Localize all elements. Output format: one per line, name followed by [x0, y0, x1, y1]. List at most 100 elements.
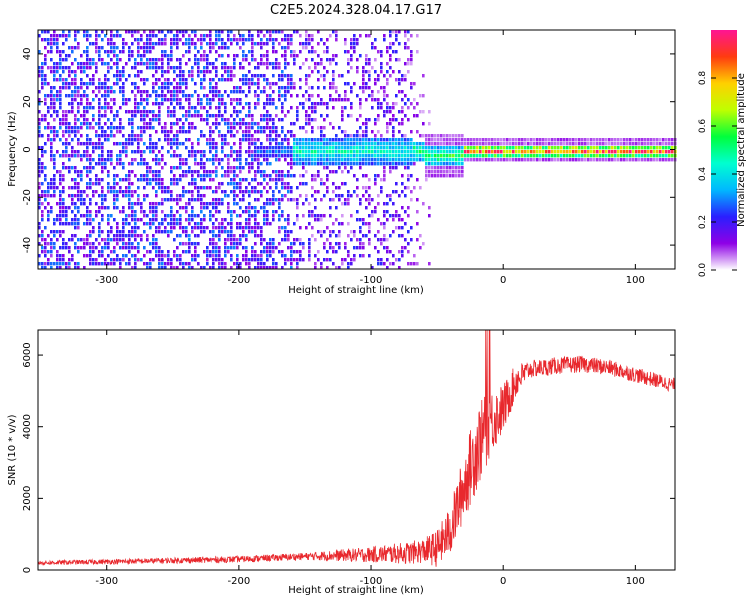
- spectrogram-cell: [104, 98, 107, 102]
- spectrogram-cell: [401, 106, 404, 110]
- spectrogram-cell: [116, 46, 119, 50]
- spectrogram-cell: [254, 218, 257, 222]
- spectrogram-cell: [275, 30, 278, 34]
- spectrogram-cell: [197, 98, 200, 102]
- spectrogram-cell: [164, 190, 167, 194]
- spectrogram-cell: [215, 70, 218, 74]
- spectrogram-cell: [107, 66, 110, 70]
- spectrogram-cell: [401, 234, 404, 238]
- spectrogram-cell: [362, 150, 365, 154]
- spectrogram-cell: [56, 266, 59, 270]
- spectrogram-cell: [92, 114, 95, 118]
- spectrogram-cell: [251, 190, 254, 194]
- colorbar-label: Normalized spectral amplitude: [736, 73, 747, 227]
- spectrogram-cell: [251, 250, 254, 254]
- spectrogram-cell: [551, 146, 554, 150]
- spectrogram-cell: [452, 154, 455, 158]
- spectrogram-cell: [98, 34, 101, 38]
- spectrogram-cell: [191, 266, 194, 270]
- spectrogram-cell: [74, 86, 77, 90]
- spectrogram-cell: [458, 170, 461, 174]
- spectrogram-cell: [536, 154, 539, 158]
- spectrogram-cell: [173, 166, 176, 170]
- spectrogram-cell: [131, 82, 134, 86]
- spectrogram-cell: [170, 178, 173, 182]
- spectrogram-cell: [350, 134, 353, 138]
- spectrogram-cell: [383, 154, 386, 158]
- spectrogram-cell: [239, 166, 242, 170]
- spectrogram-cell: [65, 122, 68, 126]
- spectrogram-cell: [197, 138, 200, 142]
- spectrogram-cell: [323, 230, 326, 234]
- spectrogram-cell: [407, 250, 410, 254]
- spectrogram-cell: [587, 150, 590, 154]
- spectrogram-cell: [65, 54, 68, 58]
- spectrogram-cell: [44, 238, 47, 242]
- spectrogram-cell: [302, 146, 305, 150]
- spectrogram-cell: [392, 102, 395, 106]
- spectrogram-cell: [503, 146, 506, 150]
- spectrogram-cell: [284, 66, 287, 70]
- spectrogram-cell: [362, 218, 365, 222]
- spectrogram-cell: [80, 246, 83, 250]
- spectrogram-cell: [662, 154, 665, 158]
- spectrogram-cell: [167, 214, 170, 218]
- spectrogram-cell: [68, 250, 71, 254]
- spectrogram-cell: [605, 158, 608, 162]
- spectrogram-cell: [410, 86, 413, 90]
- spectrogram-cell: [434, 134, 437, 138]
- spectrogram-cell: [368, 214, 371, 218]
- spectrogram-cell: [71, 94, 74, 98]
- spectrogram-cell: [428, 122, 431, 126]
- spectrogram-cell: [218, 226, 221, 230]
- spectrogram-cell: [398, 58, 401, 62]
- spectrogram-cell: [110, 130, 113, 134]
- spectrogram-cell: [494, 146, 497, 150]
- spectrogram-cell: [245, 210, 248, 214]
- spectrogram-cell: [149, 118, 152, 122]
- spectrogram-cell: [239, 38, 242, 42]
- spectrogram-cell: [272, 246, 275, 250]
- spectrogram-cell: [158, 66, 161, 70]
- spectrogram-cell: [152, 62, 155, 66]
- spectrogram-cell: [221, 54, 224, 58]
- spectrogram-cell: [506, 154, 509, 158]
- spectrogram-cell: [113, 50, 116, 54]
- spectrogram-cell: [278, 198, 281, 202]
- spectrogram-cell: [200, 82, 203, 86]
- spectrogram-cell: [260, 226, 263, 230]
- spectrogram-cell: [293, 222, 296, 226]
- spectrogram-cell: [344, 94, 347, 98]
- spectrogram-cell: [113, 134, 116, 138]
- spectrogram-cell: [431, 146, 434, 150]
- spectrogram-cell: [74, 226, 77, 230]
- spectrogram-cell: [404, 62, 407, 66]
- spectrogram-cell: [44, 94, 47, 98]
- spectrogram-cell: [278, 214, 281, 218]
- spectrogram-cell: [299, 154, 302, 158]
- spectrogram-cell: [488, 154, 491, 158]
- spectrogram-cell: [593, 150, 596, 154]
- spectrogram-cell: [266, 174, 269, 178]
- spectrogram-cell: [125, 142, 128, 146]
- spectrogram-cell: [173, 110, 176, 114]
- spectrogram-cell: [263, 114, 266, 118]
- spectrogram-cell: [656, 154, 659, 158]
- spectrogram-cell: [443, 146, 446, 150]
- spectrogram-cell: [128, 190, 131, 194]
- spectrogram-cell: [449, 142, 452, 146]
- spectrogram-cell: [260, 206, 263, 210]
- spectrogram-cell: [341, 114, 344, 118]
- spectrogram-cell: [320, 98, 323, 102]
- spectrogram-cell: [41, 266, 44, 270]
- spectrogram-cell: [74, 34, 77, 38]
- spectrogram-cell: [188, 50, 191, 54]
- spectrogram-cell: [449, 154, 452, 158]
- spectrogram-cell: [80, 142, 83, 146]
- spectrogram-cell: [113, 258, 116, 262]
- spectrogram-cell: [308, 214, 311, 218]
- spectrogram-cell: [413, 114, 416, 118]
- spectrogram-cell: [347, 198, 350, 202]
- spectrogram-cell: [224, 226, 227, 230]
- spectrogram-cell: [221, 226, 224, 230]
